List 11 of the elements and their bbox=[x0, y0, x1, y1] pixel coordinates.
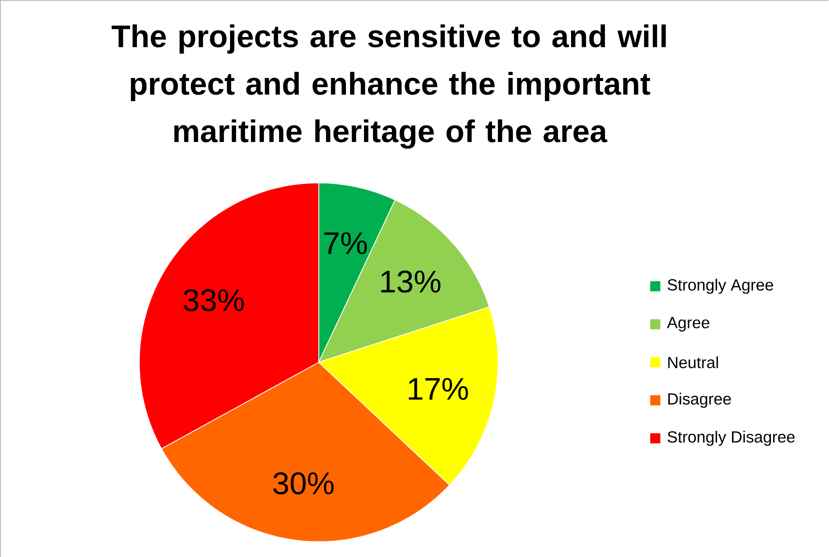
chart-title: The projects are sensitive to and will protect and enhance the important maritime heritage of the area bbox=[112, 24, 666, 149]
legend-label: Disagree bbox=[668, 392, 731, 408]
data-label: 13% bbox=[381, 270, 440, 293]
data-label: 33% bbox=[184, 288, 244, 312]
legend-label: Strongly Agree bbox=[668, 278, 774, 294]
data-label: 30% bbox=[273, 472, 334, 494]
data-label: 17% bbox=[408, 378, 468, 400]
data-label: 7% bbox=[324, 232, 367, 254]
legend-label: Neutral bbox=[668, 356, 718, 368]
legend-label: Agree bbox=[666, 316, 710, 332]
legend-label: Strongly Disagree bbox=[668, 430, 795, 446]
